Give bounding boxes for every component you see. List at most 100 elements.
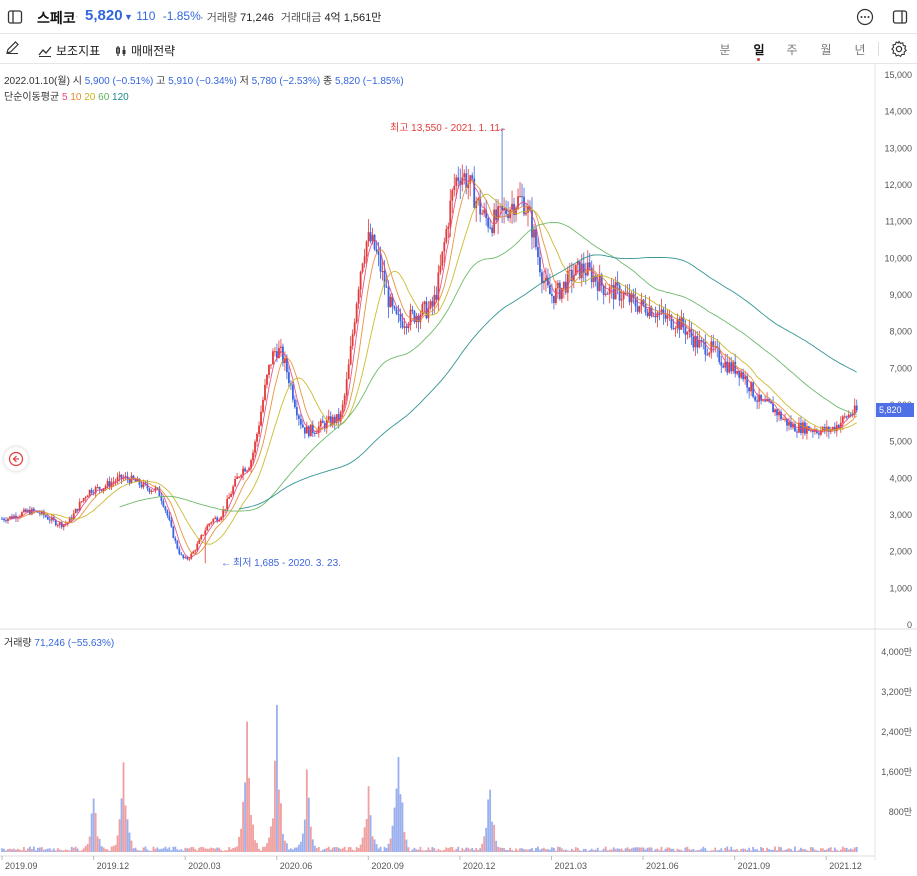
candle-body (337, 414, 340, 422)
volume-bar (34, 850, 37, 852)
volume-bar (305, 769, 308, 852)
volume-bar (176, 849, 179, 852)
volume-bar (851, 849, 854, 852)
candle-body (851, 413, 854, 416)
volume-bar (297, 844, 300, 852)
volume-bar (465, 847, 468, 852)
volume-bar (329, 849, 332, 852)
volume-bar (849, 848, 852, 852)
candle-body (196, 543, 199, 551)
price-tick-label: 8,000 (889, 327, 912, 337)
scroll-back-button[interactable] (4, 447, 28, 471)
candle-body (457, 177, 460, 181)
volume-bar (80, 850, 83, 852)
indicator-button[interactable]: 보조지표 (38, 42, 100, 59)
candle-body (405, 326, 408, 329)
volume-bar (381, 850, 384, 852)
volume-bar (108, 850, 111, 852)
volume-tick-label: 1,600만 (881, 767, 912, 777)
candle-body (552, 295, 555, 303)
time-tick-label: 2021.06 (646, 861, 679, 871)
candle-body (537, 247, 539, 258)
volume-bar (74, 846, 77, 852)
candle-body (206, 525, 209, 531)
volume-bar (652, 850, 655, 852)
volume-bar (276, 704, 278, 852)
volume-bar (313, 845, 316, 852)
volume-bar (825, 849, 828, 852)
info-date: 2022.01.10(월) (4, 76, 70, 87)
candle-body (218, 520, 221, 522)
candle-body (640, 299, 643, 306)
draw-pencil-icon[interactable] (5, 40, 20, 55)
period-year[interactable]: 년 (854, 43, 866, 57)
candle-body (373, 234, 376, 250)
more-icon[interactable] (855, 7, 875, 27)
time-tick-label: 2019.12 (97, 861, 130, 871)
volume-bar (156, 847, 159, 852)
candle-body (361, 263, 364, 272)
time-tick-label: 2020.03 (188, 861, 221, 871)
ma5-legend: 5 (61, 92, 68, 103)
ma-legend[interactable]: 단순이동평균 5 10 20 60 120 (4, 88, 129, 103)
candle-body (371, 234, 374, 242)
volume-bar (170, 850, 173, 852)
volume-bar (529, 849, 531, 852)
panel-toggle-icon[interactable] (890, 7, 910, 27)
period-week[interactable]: 주 (786, 43, 798, 57)
volume-bar (26, 848, 29, 852)
volume-bar (140, 850, 143, 852)
volume-bar (174, 846, 177, 852)
candle-body (234, 478, 237, 487)
volume-bar (804, 849, 806, 852)
volume-bar (640, 847, 643, 852)
volume-bar (525, 849, 527, 852)
volume-bar (339, 848, 342, 852)
period-day[interactable]: 일 (753, 43, 765, 57)
candle-body (252, 452, 254, 461)
candle-body (786, 418, 788, 426)
candle-body (208, 523, 211, 526)
volume-bar (423, 850, 426, 852)
volume-bar (192, 847, 195, 852)
volume-bar (564, 849, 567, 852)
candle-body (172, 526, 175, 538)
volume-bar (208, 848, 211, 852)
gear-icon[interactable] (889, 39, 909, 59)
candle-body (776, 409, 778, 416)
candle-body (664, 314, 667, 319)
volume-bar (311, 839, 314, 852)
volume-bar (720, 848, 723, 852)
period-minute[interactable]: 분 (719, 43, 731, 57)
ma10-line (19, 179, 857, 555)
volume-bar (222, 850, 225, 852)
amount-value: 4억 1,561만 (324, 12, 382, 24)
volume-bar (377, 848, 380, 852)
volume-bar (248, 777, 250, 852)
candle-body (120, 474, 123, 480)
volume-bar (443, 849, 446, 852)
volume-bar (668, 847, 671, 852)
volume-bar (776, 850, 778, 852)
volume-bar (198, 847, 201, 852)
volume-bars (1, 704, 858, 852)
candle-body (439, 266, 442, 273)
volume-bar (172, 846, 175, 852)
volume-bar (403, 831, 406, 852)
volume-bar (815, 850, 818, 852)
volume-bar (301, 833, 304, 852)
volume-bar (664, 848, 667, 852)
volume-bar (64, 849, 67, 852)
sidebar-toggle-icon[interactable] (4, 6, 26, 28)
volume-bar (86, 843, 89, 852)
candle-body (471, 175, 474, 179)
strategy-button[interactable]: 매매전략 (115, 42, 175, 59)
volume-bar (497, 846, 500, 852)
volume-bar (782, 850, 784, 852)
volume-bar (120, 798, 123, 852)
period-month[interactable]: 월 (820, 43, 832, 57)
candle-body (802, 422, 804, 433)
price-chart[interactable]: 15,000 14,000 13,000 12,000 11,000 10,000 9,00… (0, 64, 917, 876)
candle-body (748, 387, 751, 392)
candle-body (9, 516, 11, 519)
